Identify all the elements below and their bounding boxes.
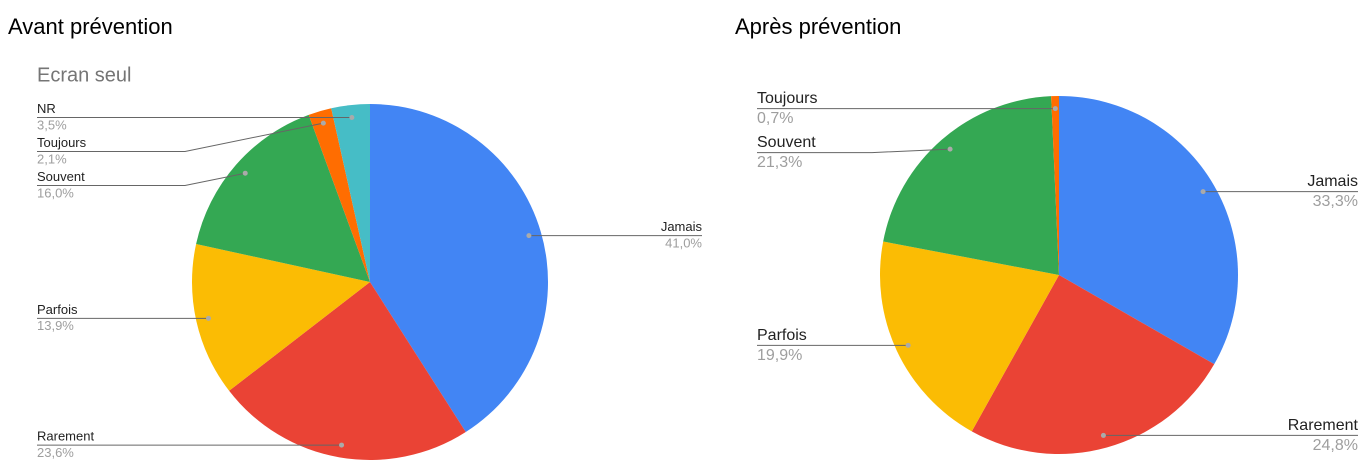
slice-value: 33,3% xyxy=(1313,193,1358,210)
leader-dot xyxy=(947,146,953,152)
pie-slice xyxy=(1051,96,1059,275)
slice-value: 0,7% xyxy=(757,110,793,127)
pie-slice xyxy=(971,275,1215,454)
leader-dot xyxy=(242,170,248,176)
pie-slice xyxy=(880,241,1059,432)
slice-value: 3,5% xyxy=(37,117,67,132)
pie-slice xyxy=(1059,96,1238,365)
slice-label: Souvent xyxy=(37,169,85,184)
slice-label: Toujours xyxy=(757,90,817,107)
pie-slice xyxy=(229,282,466,460)
slice-value: 41,0% xyxy=(665,235,702,250)
leader-dot xyxy=(349,114,355,120)
panel-title: Après prévention xyxy=(735,14,901,39)
slice-label: Rarement xyxy=(1288,417,1359,434)
leader-line xyxy=(37,172,246,186)
slice-value: 2,1% xyxy=(37,151,67,166)
leader-dot xyxy=(905,342,911,348)
slice-label: Jamais xyxy=(661,219,703,234)
leader-line xyxy=(37,122,324,152)
leader-line xyxy=(757,148,951,154)
slice-label: Jamais xyxy=(1307,173,1358,190)
chart-subtitle: Ecran seul xyxy=(37,64,132,86)
slice-label: Rarement xyxy=(37,429,94,444)
pie-slice xyxy=(308,108,370,282)
pie-slice xyxy=(370,104,548,433)
leader-dot xyxy=(1200,189,1206,195)
slice-label: NR xyxy=(37,101,56,116)
pie-slice xyxy=(196,114,370,282)
leader-dot xyxy=(1100,432,1106,438)
slice-label: Souvent xyxy=(757,134,816,151)
leader-dot xyxy=(1052,106,1058,112)
slice-value: 21,3% xyxy=(757,154,802,171)
slice-label: Parfois xyxy=(37,302,78,317)
slice-value: 13,9% xyxy=(37,318,74,333)
pie-slice xyxy=(191,244,370,391)
pie-slice xyxy=(331,104,370,282)
slice-label: Toujours xyxy=(37,135,87,150)
panel-title: Avant prévention xyxy=(8,14,173,39)
slice-value: 23,6% xyxy=(37,445,74,460)
leader-dot xyxy=(205,315,211,321)
slice-label: Parfois xyxy=(757,327,807,344)
leader-dot xyxy=(526,233,532,239)
slice-value: 19,9% xyxy=(757,347,802,364)
slice-value: 16,0% xyxy=(37,185,74,200)
slice-value: 24,8% xyxy=(1313,437,1358,454)
pie-slice xyxy=(883,96,1059,276)
leader-dot xyxy=(339,442,345,448)
leader-dot xyxy=(320,120,326,126)
